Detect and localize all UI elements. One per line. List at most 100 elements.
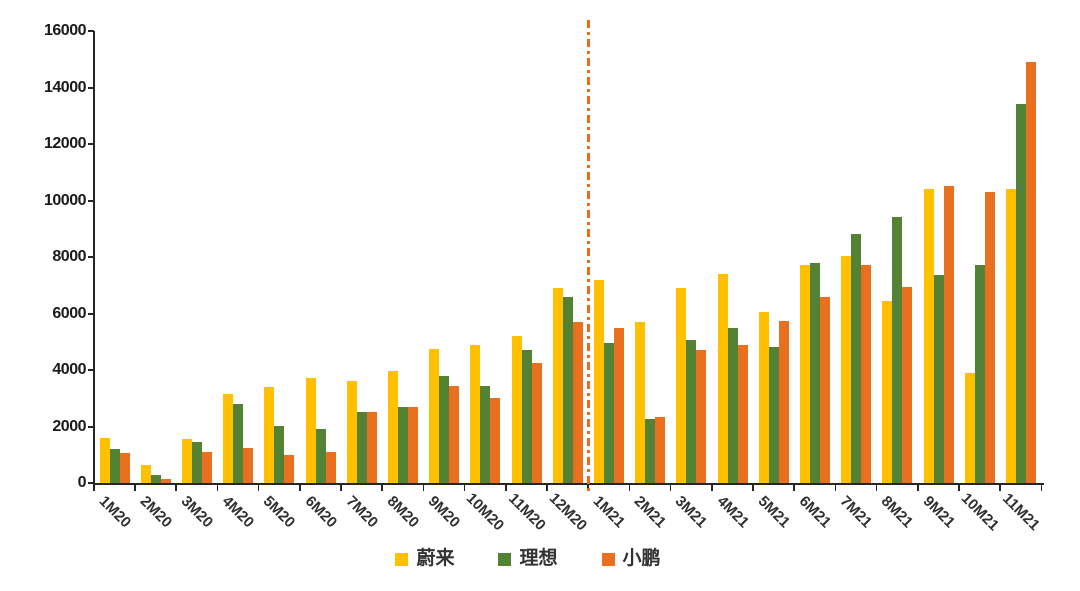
bar-蔚来-7M21 xyxy=(841,256,851,483)
x-axis-tick xyxy=(669,485,672,491)
bar-蔚来-6M20 xyxy=(306,378,316,483)
bar-理想-5M20 xyxy=(274,426,284,483)
x-axis-tick xyxy=(340,485,342,491)
x-axis-tick xyxy=(463,485,466,491)
legend-swatch-icon xyxy=(601,552,615,566)
y-axis-label: 2000 xyxy=(52,417,86,435)
bar-蔚来-4M21 xyxy=(718,274,728,483)
x-axis-label: 5M20 xyxy=(260,492,299,532)
bar-蔚来-9M21 xyxy=(924,189,934,483)
bar-蔚来-11M21 xyxy=(1006,189,1016,483)
x-axis-label: 8M21 xyxy=(878,492,917,532)
legend-label: 蔚来 xyxy=(416,548,455,569)
x-axis-tick xyxy=(711,485,713,491)
x-axis-tick xyxy=(381,485,383,491)
x-axis-label: 8M20 xyxy=(383,492,423,532)
bar-小鹏-5M20 xyxy=(284,455,294,483)
bar-小鹏-2M21 xyxy=(655,417,665,483)
bar-理想-9M20 xyxy=(439,376,449,483)
bar-蔚来-8M21 xyxy=(882,301,892,483)
bar-理想-2M21 xyxy=(645,419,655,483)
bar-理想-10M20 xyxy=(480,386,490,483)
x-axis-label: 9M21 xyxy=(919,492,958,532)
bar-蔚来-3M21 xyxy=(676,288,686,483)
x-axis-label: 1M21 xyxy=(589,492,629,532)
bar-理想-3M20 xyxy=(192,442,202,483)
bar-小鹏-8M21 xyxy=(902,287,912,483)
x-axis-tick xyxy=(752,485,754,491)
x-axis-tick xyxy=(93,485,95,491)
x-axis-label: 7M21 xyxy=(836,492,876,532)
bar-蔚来-2M21 xyxy=(635,322,645,483)
chart-legend: 蔚来 理想 小鹏 xyxy=(0,548,1056,570)
bar-理想-4M21 xyxy=(728,328,738,483)
y-axis-tick xyxy=(88,86,94,89)
x-axis-tick xyxy=(875,485,878,491)
x-axis-tick xyxy=(793,485,795,491)
legend-item-蔚来: 蔚来 xyxy=(395,548,454,570)
x-axis-tick xyxy=(958,485,960,491)
bar-蔚来-5M21 xyxy=(759,312,769,483)
x-axis-tick xyxy=(134,485,136,491)
x-axis-label: 10M21 xyxy=(957,489,1003,535)
x-axis-tick xyxy=(999,485,1001,491)
y-axis-line xyxy=(93,31,95,485)
bar-理想-7M20 xyxy=(357,412,367,483)
y-axis-tick xyxy=(88,482,94,484)
y-axis-label: 16000 xyxy=(44,22,87,39)
y-axis-tick xyxy=(88,30,94,32)
bar-理想-1M20 xyxy=(110,449,120,483)
x-axis-tick xyxy=(628,485,631,491)
bar-小鹏-5M21 xyxy=(779,321,789,483)
y-axis-tick xyxy=(88,425,94,428)
y-axis-label: 4000 xyxy=(52,361,86,378)
bar-理想-8M20 xyxy=(398,407,408,483)
bar-理想-6M21 xyxy=(810,263,820,483)
bar-小鹏-1M21 xyxy=(614,328,624,483)
bar-蔚来-1M21 xyxy=(594,280,604,483)
y-axis-tick xyxy=(88,312,94,315)
y-axis-label: 14000 xyxy=(44,78,87,96)
bar-理想-1M21 xyxy=(604,343,614,483)
legend-label: 理想 xyxy=(519,548,558,569)
bar-小鹏-4M20 xyxy=(243,448,253,483)
bar-理想-9M21 xyxy=(934,275,944,483)
bar-理想-8M21 xyxy=(892,217,902,483)
bar-蔚来-9M20 xyxy=(429,349,439,483)
x-axis-tick xyxy=(1040,485,1043,491)
bar-蔚来-11M20 xyxy=(512,336,522,483)
bar-小鹏-1M20 xyxy=(120,453,130,483)
y-axis-label: 10000 xyxy=(44,191,87,209)
bar-小鹏-3M20 xyxy=(202,452,212,483)
legend-item-小鹏: 小鹏 xyxy=(601,548,661,570)
x-axis-label: 12M20 xyxy=(545,489,591,535)
y-axis-tick xyxy=(88,256,94,258)
bar-蔚来-2M20 xyxy=(141,465,151,483)
x-axis-label: 5M21 xyxy=(754,492,794,532)
y-axis-tick xyxy=(88,199,94,202)
bar-理想-4M20 xyxy=(233,404,243,483)
period-separator-line xyxy=(587,20,591,493)
bar-小鹏-8M20 xyxy=(408,407,418,483)
bar-蔚来-3M20 xyxy=(182,439,192,483)
bar-小鹏-11M21 xyxy=(1026,62,1036,483)
bar-小鹏-11M20 xyxy=(532,363,542,483)
bar-小鹏-9M20 xyxy=(449,386,459,483)
x-axis-label: 10M20 xyxy=(463,489,508,535)
x-axis-tick xyxy=(257,485,260,491)
y-axis-label: 0 xyxy=(77,474,87,491)
x-axis-label: 7M20 xyxy=(342,492,382,532)
x-axis-label: 11M20 xyxy=(504,490,549,534)
x-axis-label: 2M20 xyxy=(136,492,176,532)
y-axis-tick xyxy=(88,143,94,145)
x-axis-label: 4M21 xyxy=(713,492,752,532)
bar-小鹏-6M21 xyxy=(820,297,830,483)
x-axis-tick xyxy=(216,485,219,491)
bar-蔚来-10M21 xyxy=(965,373,975,483)
bar-理想-11M21 xyxy=(1016,104,1026,483)
legend-swatch-icon xyxy=(395,552,409,566)
bar-小鹏-6M20 xyxy=(326,452,336,483)
bar-蔚来-4M20 xyxy=(223,394,233,483)
x-axis-label: 1M20 xyxy=(95,492,134,532)
